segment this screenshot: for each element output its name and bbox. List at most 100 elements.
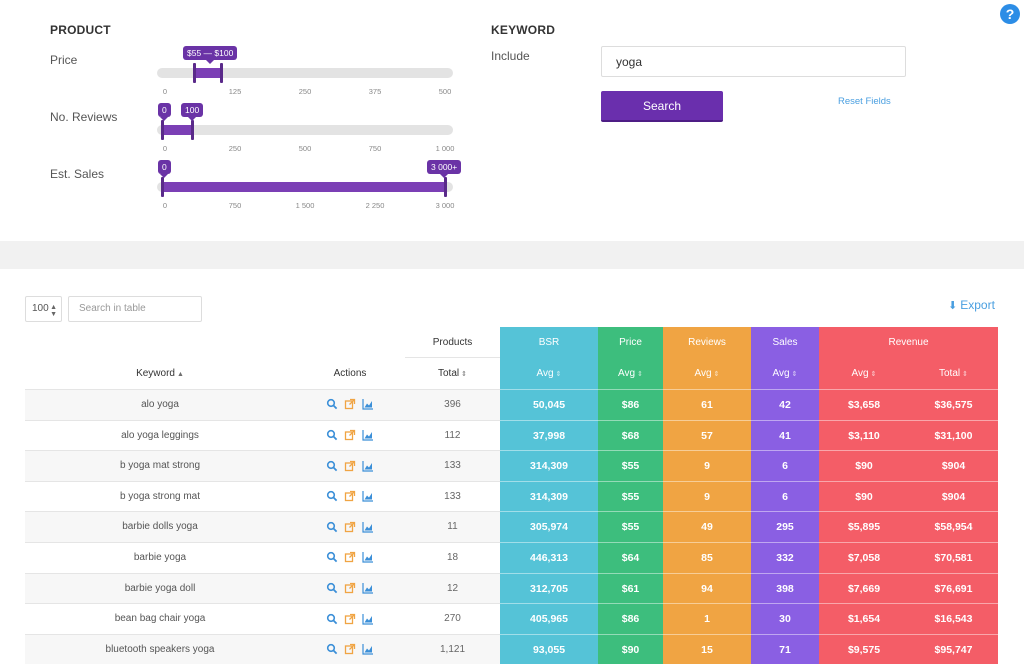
avg-header-label: Avg: [536, 368, 554, 379]
revenue-total-header[interactable]: Total ⇕: [909, 358, 998, 389]
slider-handle-max[interactable]: [220, 63, 223, 83]
reviews-cell: 15: [663, 633, 751, 665]
chart-icon[interactable]: [362, 582, 374, 594]
table-row[interactable]: barbie yoga 18 446,313 $64 85 332 $7,058 $70,58…: [25, 542, 998, 573]
row-divider: [25, 480, 500, 482]
bsr-cell: 405,965: [500, 603, 598, 634]
actions-cell: [295, 542, 405, 573]
search-icon[interactable]: [326, 582, 338, 594]
search-icon[interactable]: [326, 613, 338, 625]
row-divider: [25, 389, 500, 390]
row-divider: [25, 603, 500, 605]
table-row[interactable]: bean bag chair yoga 270 405,965 $86 1 30 $1,65…: [25, 603, 998, 634]
table-row[interactable]: alo yoga leggings 112 37,998 $68 57 41 $3,110 $…: [25, 419, 998, 451]
chart-icon[interactable]: [362, 613, 374, 625]
search-icon[interactable]: [326, 429, 338, 441]
table-row[interactable]: barbie dolls yoga 11 305,974 $55 49 295 $5,895…: [25, 511, 998, 542]
external-link-icon[interactable]: [344, 643, 356, 655]
tick-label: 1 000: [435, 144, 455, 153]
keyword-cell[interactable]: b yoga strong mat: [119, 490, 201, 502]
slider-handle-min[interactable]: [161, 120, 164, 140]
price-avg-header[interactable]: Avg ⇕: [598, 358, 663, 389]
external-link-icon[interactable]: [344, 582, 356, 594]
per-page-select[interactable]: 100 ▲ ▼: [25, 296, 62, 322]
table-search-input[interactable]: Search in table: [68, 296, 202, 322]
keyword-column-header[interactable]: Keyword ▲: [25, 358, 295, 389]
rev-avg-cell: $90: [819, 450, 909, 481]
keyword-cell[interactable]: barbie dolls yoga: [122, 521, 198, 533]
table-row[interactable]: b yoga strong mat 133 314,309 $55 9 6 $90 $904: [25, 480, 998, 512]
external-link-icon[interactable]: [344, 429, 356, 441]
sales-slider[interactable]: 0 3 000+ 0 750 1 500 2 250 3 000: [157, 160, 462, 210]
slider-handle-max[interactable]: [191, 120, 194, 140]
external-link-icon[interactable]: [344, 613, 356, 625]
keyword-cell[interactable]: b yoga mat strong: [119, 460, 201, 472]
products-group-header: Products: [432, 337, 473, 348]
external-link-icon[interactable]: [344, 398, 356, 410]
keyword-cell[interactable]: bluetooth speakers yoga: [105, 643, 215, 655]
actions-cell: [295, 603, 405, 634]
help-icon[interactable]: ?: [1000, 4, 1020, 24]
chart-icon[interactable]: [362, 521, 374, 533]
search-button[interactable]: Search: [601, 91, 723, 122]
slider-handle-min[interactable]: [161, 177, 164, 197]
external-link-icon[interactable]: [344, 521, 356, 533]
reviews-avg-header[interactable]: Avg ⇕: [663, 358, 751, 389]
keyword-cell[interactable]: barbie yoga doll: [124, 582, 196, 594]
export-button[interactable]: ⬇ Export: [948, 298, 995, 312]
external-link-icon[interactable]: [344, 551, 356, 563]
section-divider: [0, 241, 1024, 269]
search-icon[interactable]: [326, 398, 338, 410]
chart-icon[interactable]: [362, 429, 374, 441]
table-row[interactable]: alo yoga 396 50,045 $86 61 42 $3,658 $36,575: [25, 389, 998, 420]
reviews-max-bubble: 100: [181, 103, 204, 121]
row-divider: [25, 419, 500, 421]
tick-label: 750: [228, 201, 242, 210]
slider-handle-max[interactable]: [444, 177, 447, 197]
sort-icon: ⇕: [870, 371, 877, 378]
price-cell: $90: [598, 633, 663, 665]
chart-icon[interactable]: [362, 490, 374, 502]
sales-avg-header[interactable]: Avg ⇕: [751, 358, 819, 389]
bsr-avg-header[interactable]: Avg ⇕: [500, 358, 598, 389]
revenue-avg-header[interactable]: Avg ⇕: [819, 358, 909, 389]
avg-header-label: Avg: [618, 368, 636, 379]
sales-cell: 6: [751, 450, 819, 481]
table-row[interactable]: b yoga mat strong 133 314,309 $55 9 6 $90 $904: [25, 450, 998, 481]
avg-header-label: Avg: [851, 368, 869, 379]
table-row[interactable]: barbie yoga doll 12 312,705 $61 94 398 $7,669 $…: [25, 572, 998, 604]
search-icon[interactable]: [326, 521, 338, 533]
chart-icon[interactable]: [362, 398, 374, 410]
bsr-cell: 446,313: [500, 542, 598, 573]
keyword-cell[interactable]: barbie yoga: [133, 552, 187, 563]
keyword-input[interactable]: yoga: [601, 46, 906, 77]
sales-label: Est. Sales: [50, 167, 105, 181]
keyword-cell[interactable]: bean bag chair yoga: [114, 613, 206, 625]
chart-icon[interactable]: [362, 643, 374, 655]
search-icon[interactable]: [326, 643, 338, 655]
avg-header-label: Avg: [694, 368, 712, 379]
chart-icon[interactable]: [362, 460, 374, 472]
sort-up-icon: ▲: [176, 371, 184, 378]
keyword-cell[interactable]: alo yoga leggings: [121, 429, 199, 441]
external-link-icon[interactable]: [344, 460, 356, 472]
search-icon[interactable]: [326, 551, 338, 563]
slider-handle-min[interactable]: [193, 63, 196, 83]
slider-track[interactable]: [157, 125, 453, 135]
keyword-cell[interactable]: alo yoga: [141, 399, 179, 410]
total-column-header[interactable]: Total ⇕: [405, 358, 500, 389]
tick-label: 0: [162, 144, 168, 153]
chart-icon[interactable]: [362, 551, 374, 563]
price-slider[interactable]: $55 — $100 0 125 250 375 500: [157, 46, 453, 96]
search-icon[interactable]: [326, 460, 338, 472]
table-row[interactable]: bluetooth speakers yoga 1,121 93,055 $90 15 7…: [25, 633, 998, 665]
reset-fields-link[interactable]: Reset Fields: [838, 96, 891, 107]
reviews-slider[interactable]: 0 100 0 250 500 750 1 000: [157, 103, 455, 153]
tick-label: 375: [368, 87, 382, 96]
external-link-icon[interactable]: [344, 490, 356, 502]
slider-track[interactable]: [157, 68, 453, 78]
rev-avg-cell: $90: [819, 480, 909, 512]
products-total-cell: 270: [444, 613, 461, 625]
rev-total-cell: $36,575: [909, 389, 998, 420]
search-icon[interactable]: [326, 490, 338, 502]
